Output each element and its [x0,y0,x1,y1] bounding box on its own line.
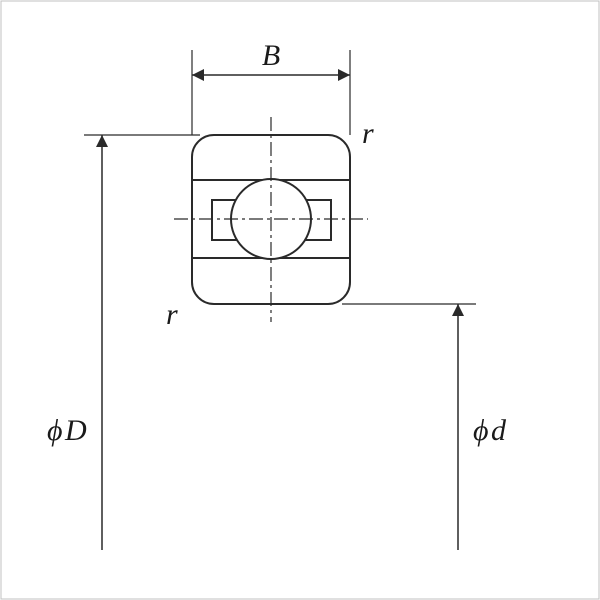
label-r-top: r [362,117,374,150]
arrowhead [338,69,350,81]
arrowhead [192,69,204,81]
label-D: ϕ D [47,414,87,447]
arrowhead [96,135,108,147]
label-d: ϕ d [473,414,507,447]
label-B: B [262,39,280,72]
bearing-cross-section-diagram: Bϕ D ϕ d r r [0,0,600,600]
arrowhead [452,304,464,316]
label-r-bottom: r [166,298,178,331]
